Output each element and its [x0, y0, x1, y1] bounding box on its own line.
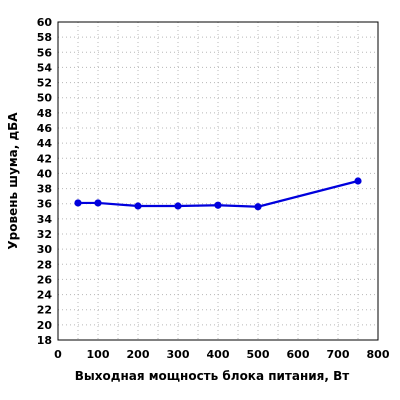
data-point: [134, 202, 142, 210]
y-tick-label: 44: [37, 137, 53, 150]
y-tick-label: 42: [37, 152, 52, 165]
y-tick-label: 46: [37, 122, 53, 135]
x-tick-label: 700: [327, 348, 350, 361]
y-tick-label: 48: [37, 107, 52, 120]
y-axis-title: Уровень шума, дБА: [6, 112, 20, 250]
y-tick-label: 52: [37, 77, 52, 90]
y-tick-label: 38: [37, 183, 52, 196]
y-tick-label: 56: [37, 46, 53, 59]
y-tick-label: 24: [37, 289, 53, 302]
x-tick-label: 400: [207, 348, 230, 361]
x-axis-ticks: 0 100 200 300 400 500 600 700 800: [54, 348, 390, 361]
y-tick-label: 58: [37, 31, 52, 44]
y-tick-label: 36: [37, 198, 53, 211]
x-tick-label: 0: [54, 348, 62, 361]
x-tick-label: 200: [127, 348, 150, 361]
x-tick-label: 800: [367, 348, 390, 361]
data-point: [94, 199, 102, 207]
series-group: [74, 177, 362, 211]
y-tick-label: 40: [37, 167, 53, 180]
y-tick-label: 20: [37, 319, 53, 332]
y-tick-label: 60: [37, 16, 53, 29]
y-tick-label: 32: [37, 228, 52, 241]
y-axis-ticks: 18 20 22 24 26 28 30 32 34 36 38 40 42 44 46 48 50 52 54 56…: [37, 16, 53, 347]
y-tick-label: 50: [37, 92, 53, 105]
x-axis-title: Выходная мощность блока питания, Вт: [75, 369, 350, 383]
x-tick-label: 300: [167, 348, 190, 361]
y-tick-label: 26: [37, 273, 53, 286]
data-point: [254, 203, 262, 211]
y-tick-label: 30: [37, 243, 53, 256]
data-point: [354, 177, 362, 185]
data-point: [174, 202, 182, 210]
plot-frame: [57, 21, 379, 341]
x-tick-label: 600: [287, 348, 310, 361]
x-tick-label: 100: [87, 348, 110, 361]
y-tick-label: 34: [37, 213, 53, 226]
data-point: [74, 199, 82, 207]
y-tick-label: 22: [37, 304, 52, 317]
y-tick-label: 54: [37, 61, 53, 74]
y-tick-label: 18: [37, 334, 52, 347]
x-tick-label: 500: [247, 348, 270, 361]
grid: [58, 22, 378, 340]
y-tick-label: 28: [37, 258, 52, 271]
data-point: [214, 201, 222, 209]
